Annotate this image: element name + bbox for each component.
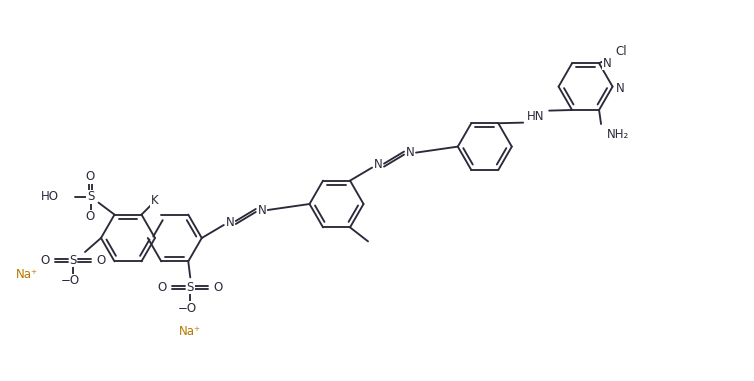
- Text: O: O: [158, 281, 167, 294]
- Text: S: S: [87, 190, 94, 203]
- Text: N: N: [616, 82, 625, 95]
- Text: −O: −O: [178, 302, 197, 315]
- Text: N: N: [602, 57, 611, 70]
- Text: O: O: [213, 281, 223, 294]
- Text: Na⁺: Na⁺: [16, 267, 38, 280]
- Text: N: N: [225, 216, 234, 229]
- Text: S: S: [69, 253, 77, 266]
- Text: Cl: Cl: [615, 45, 627, 58]
- Text: N: N: [257, 203, 266, 216]
- Text: HO: HO: [41, 190, 59, 203]
- Text: NH₂: NH₂: [607, 128, 630, 141]
- Text: O: O: [86, 170, 95, 183]
- Text: N: N: [406, 146, 415, 159]
- Text: O: O: [97, 253, 106, 266]
- Text: N: N: [374, 158, 382, 171]
- Text: O: O: [86, 210, 95, 223]
- Text: S: S: [186, 281, 194, 294]
- Text: HN: HN: [526, 110, 544, 123]
- Text: Na⁺: Na⁺: [179, 325, 201, 338]
- Text: −O: −O: [60, 274, 80, 288]
- Text: K: K: [151, 194, 158, 207]
- Text: O: O: [41, 253, 50, 266]
